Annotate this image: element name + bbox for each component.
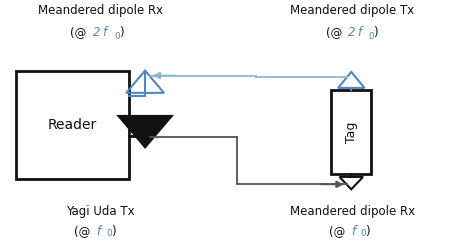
Text: Meandered dipole Rx: Meandered dipole Rx — [38, 4, 163, 17]
Text: (@: (@ — [70, 26, 90, 39]
Text: 0: 0 — [368, 32, 374, 40]
Text: Meandered dipole Rx: Meandered dipole Rx — [290, 205, 415, 218]
Text: (@: (@ — [329, 225, 349, 238]
Text: Reader: Reader — [47, 118, 97, 132]
Text: 0: 0 — [106, 229, 112, 238]
Text: ): ) — [111, 225, 115, 238]
Text: f: f — [103, 26, 107, 39]
Text: 0: 0 — [360, 229, 366, 238]
Text: 0: 0 — [115, 32, 120, 40]
Bar — [16, 70, 128, 180]
Text: ): ) — [373, 26, 378, 39]
Text: f: f — [351, 225, 355, 238]
Bar — [331, 90, 371, 174]
Text: ): ) — [119, 26, 124, 39]
Text: Tag: Tag — [345, 122, 358, 143]
Text: f: f — [357, 26, 361, 39]
Text: (@: (@ — [326, 26, 346, 39]
Text: 2: 2 — [93, 26, 101, 39]
Text: 2: 2 — [348, 26, 355, 39]
Text: Yagi Uda Tx: Yagi Uda Tx — [66, 205, 135, 218]
Text: (@: (@ — [74, 225, 94, 238]
Polygon shape — [119, 116, 171, 147]
Text: ): ) — [365, 225, 370, 238]
Text: Meandered dipole Tx: Meandered dipole Tx — [290, 4, 415, 17]
Text: f: f — [97, 225, 100, 238]
